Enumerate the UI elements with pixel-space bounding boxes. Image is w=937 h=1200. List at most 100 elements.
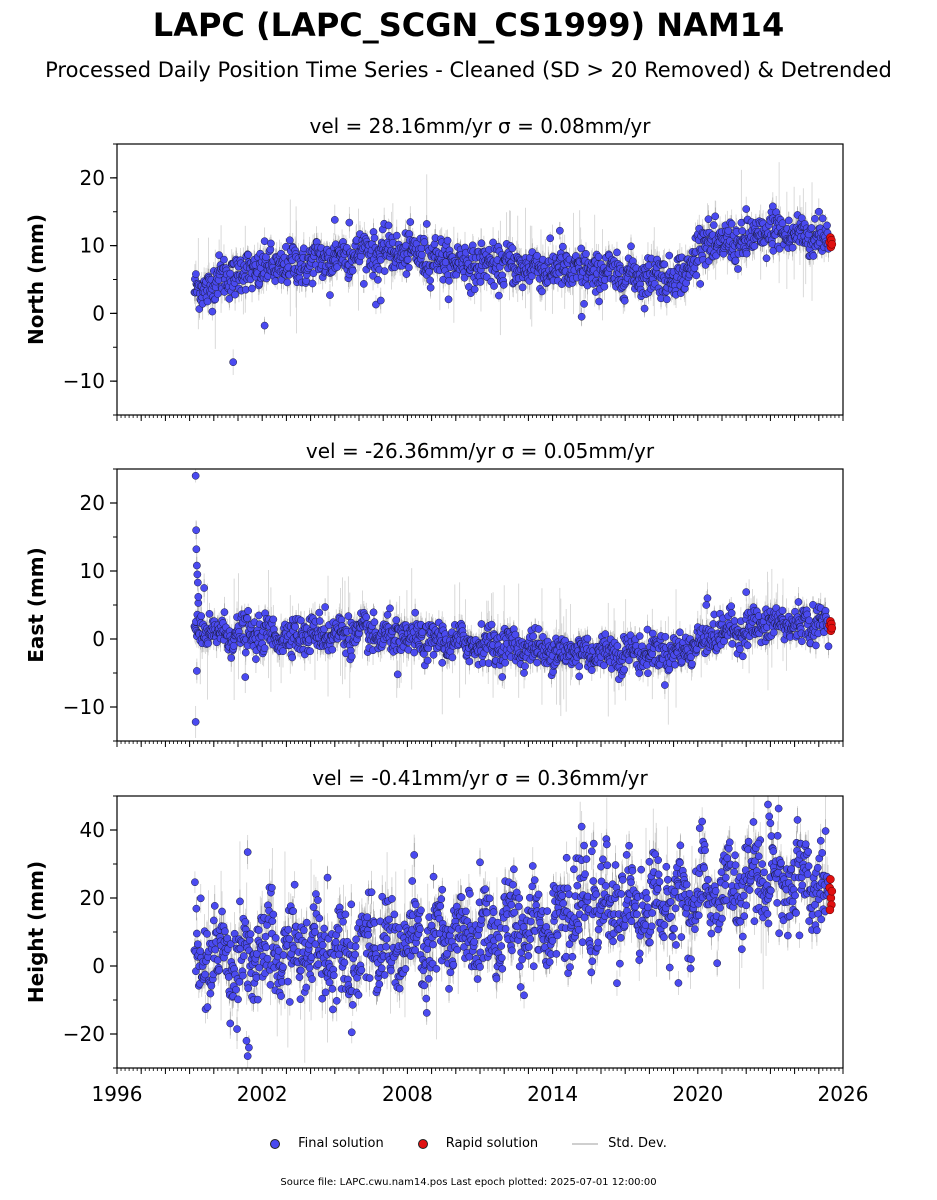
final-point (285, 236, 294, 245)
final-point (348, 266, 357, 275)
final-point (556, 226, 564, 235)
final-point (443, 236, 452, 245)
final-point (330, 216, 339, 224)
final-point (262, 253, 270, 262)
final-point (809, 252, 818, 260)
panel-title: vel = 28.16mm/yr σ = 0.08mm/yr (310, 114, 652, 138)
final-point (768, 202, 777, 211)
final-point (788, 243, 797, 252)
final-point (345, 218, 354, 227)
final-point (742, 249, 751, 258)
final-point (418, 251, 426, 259)
final-point (734, 265, 742, 273)
plot-area (190, 162, 837, 375)
final-point (613, 248, 621, 257)
final-point (359, 280, 368, 288)
chart-main-title: LAPC (LAPC_SCGN_CS1999) NAM14 (152, 6, 785, 44)
final-point (384, 221, 393, 230)
final-point (241, 285, 250, 294)
final-point (244, 250, 253, 259)
final-point (225, 294, 234, 303)
final-point (818, 214, 827, 223)
final-point (778, 219, 787, 228)
final-point (220, 255, 228, 264)
rapid-point (827, 240, 837, 249)
final-point (308, 279, 317, 288)
final-point (711, 212, 720, 221)
final-point (724, 226, 733, 235)
final-point (490, 282, 498, 290)
final-point (470, 285, 479, 294)
y-tick-label: 0 (92, 301, 105, 325)
final-point (727, 220, 736, 228)
final-point (495, 291, 503, 300)
final-point (370, 234, 379, 242)
final-point (627, 242, 635, 251)
final-point (405, 263, 413, 272)
final-point (518, 283, 527, 292)
final-point (558, 242, 567, 251)
final-point (692, 271, 701, 280)
y-axis-label: North (mm) (24, 214, 48, 345)
final-point (546, 234, 555, 243)
final-point (374, 275, 382, 284)
final-point (577, 312, 586, 321)
final-point (784, 216, 793, 225)
final-point (309, 269, 318, 278)
final-point (402, 270, 411, 278)
y-tick-label: 20 (80, 166, 105, 190)
final-point (422, 220, 431, 228)
rapid-solution-points (825, 233, 837, 252)
final-point (283, 278, 292, 287)
final-point (267, 239, 275, 248)
final-point (460, 273, 469, 282)
final-point (538, 287, 546, 296)
final-point (406, 218, 415, 226)
final-point (445, 276, 453, 285)
final-point (533, 251, 541, 260)
final-point (326, 291, 334, 299)
final-point (333, 263, 342, 271)
final-point (742, 205, 751, 213)
final-point (499, 281, 508, 289)
final-point (709, 221, 718, 229)
final-point (577, 244, 586, 253)
final-point (807, 224, 816, 232)
final-point (662, 295, 671, 304)
chart-subtitle: Processed Daily Position Time Series - C… (45, 58, 892, 82)
final-point (595, 297, 603, 306)
plot-area (190, 469, 837, 738)
final-point (600, 282, 609, 291)
y-tick-label: −10 (63, 369, 105, 393)
final-point (582, 250, 590, 258)
final-point (508, 244, 517, 253)
final-point (580, 300, 588, 308)
final-point (208, 307, 217, 316)
y-tick-label: 10 (80, 234, 105, 258)
final-point (192, 270, 200, 278)
final-point (229, 358, 238, 367)
final-point (260, 321, 269, 330)
final-point (248, 284, 256, 293)
final-point (420, 238, 429, 246)
final-point (696, 280, 705, 288)
final-point (738, 227, 747, 235)
final-point (271, 277, 280, 285)
final-point (404, 255, 412, 264)
final-point (814, 207, 823, 216)
final-point (645, 261, 653, 270)
final-point (215, 251, 223, 260)
final-point (750, 242, 759, 250)
final-point (731, 256, 740, 265)
final-point (231, 290, 239, 299)
final-point (477, 239, 486, 248)
final-point (762, 254, 771, 263)
final-point (704, 215, 713, 224)
final-point (660, 260, 669, 269)
final-point (376, 296, 385, 305)
final-solution-points (190, 202, 833, 367)
final-point (640, 304, 649, 313)
final-point (476, 278, 485, 286)
final-point (392, 231, 401, 240)
